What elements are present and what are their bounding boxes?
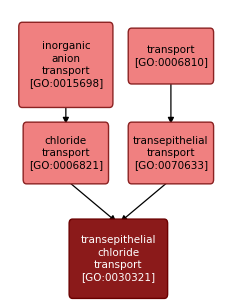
Text: transepithelial
transport
[GO:0070633]: transepithelial transport [GO:0070633] bbox=[133, 136, 208, 170]
FancyBboxPatch shape bbox=[128, 28, 213, 84]
Text: inorganic
anion
transport
[GO:0015698]: inorganic anion transport [GO:0015698] bbox=[29, 41, 103, 88]
Text: chloride
transport
[GO:0006821]: chloride transport [GO:0006821] bbox=[29, 136, 102, 170]
FancyBboxPatch shape bbox=[23, 122, 108, 184]
FancyBboxPatch shape bbox=[19, 22, 112, 107]
Text: transepithelial
chloride
transport
[GO:0030321]: transepithelial chloride transport [GO:0… bbox=[80, 235, 155, 282]
FancyBboxPatch shape bbox=[69, 219, 167, 298]
Text: transport
[GO:0006810]: transport [GO:0006810] bbox=[133, 45, 207, 67]
FancyBboxPatch shape bbox=[128, 122, 213, 184]
